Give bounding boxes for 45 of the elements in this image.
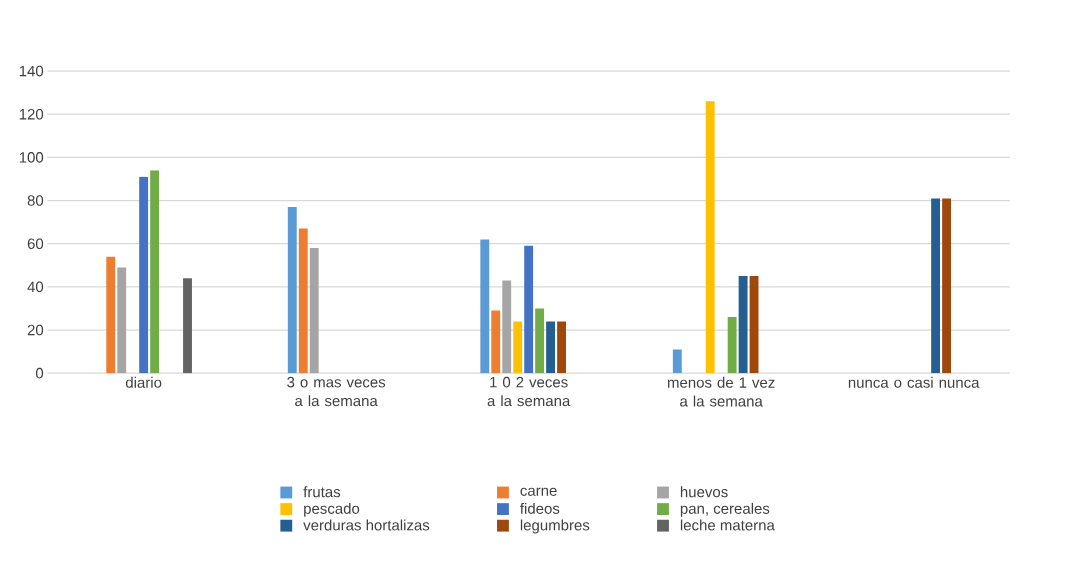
- bar: [546, 321, 556, 374]
- bar: [672, 349, 682, 374]
- bar: [727, 317, 737, 374]
- legend-label: pescado: [304, 503, 360, 517]
- bar: [150, 170, 160, 374]
- bar: [309, 248, 319, 374]
- y-tick-label: 0: [35, 368, 44, 379]
- x-tick-label: nunca o casi nunca: [848, 376, 980, 388]
- bar: [535, 308, 545, 374]
- bar: [480, 239, 490, 374]
- bar: [287, 207, 297, 374]
- legend-label: carne: [520, 487, 557, 497]
- bar: [942, 198, 952, 374]
- bar: [139, 176, 149, 374]
- legend-label: huevos: [680, 486, 728, 498]
- bar: [106, 256, 116, 374]
- legend-label: frutas: [303, 486, 341, 498]
- x-tick-label: 3 o mas veces a la semana: [287, 376, 386, 407]
- bar: [749, 276, 759, 374]
- bar: [557, 321, 566, 374]
- bar: [524, 246, 534, 374]
- legend-label: verduras hortalizas: [303, 519, 430, 531]
- bar: [513, 321, 523, 374]
- legend-label: pan, cereales: [680, 503, 770, 517]
- bar: [183, 278, 192, 374]
- y-tick-label: 140: [19, 65, 44, 77]
- y-tick-label: 40: [27, 281, 44, 293]
- legend-label: fideos: [520, 503, 560, 515]
- x-tick-label: menos de 1 vez a la semana: [668, 376, 775, 407]
- bar: [298, 228, 308, 374]
- x-tick-label: diario: [125, 376, 162, 388]
- bar: [738, 276, 748, 374]
- bar: [491, 310, 501, 374]
- legend-label: leche materna: [680, 519, 775, 531]
- y-tick-label: 100: [19, 152, 44, 163]
- bar: [502, 280, 512, 374]
- bar: [705, 101, 715, 374]
- y-tick-label: 120: [19, 109, 44, 120]
- y-tick-label: 20: [27, 324, 44, 336]
- x-tick-label: 1 0 2 veces a la semana: [487, 376, 571, 407]
- legend-label: legumbres: [520, 519, 590, 534]
- bar: [931, 198, 941, 374]
- bar: [117, 267, 127, 374]
- y-tick-label: 60: [27, 238, 44, 250]
- y-tick-label: 80: [27, 195, 44, 206]
